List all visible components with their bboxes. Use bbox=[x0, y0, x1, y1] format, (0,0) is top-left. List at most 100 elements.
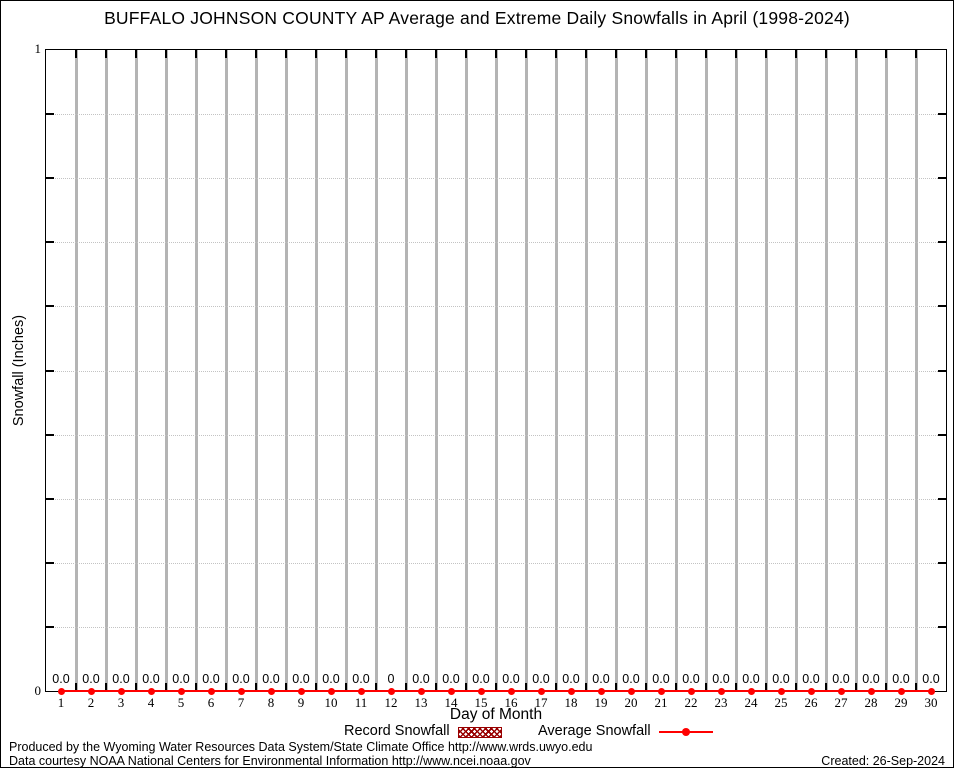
point-value-label: 0.0 bbox=[142, 672, 160, 686]
x-tick-label: 1 bbox=[57, 695, 65, 710]
x-tick-label: 23 bbox=[714, 695, 728, 710]
x-tick-label: 9 bbox=[297, 695, 305, 710]
data-point-marker bbox=[177, 688, 185, 695]
data-point-marker bbox=[237, 688, 245, 695]
horizontal-gridline bbox=[46, 242, 946, 244]
x-tick-bottom bbox=[705, 683, 707, 691]
horizontal-gridline bbox=[46, 114, 946, 116]
data-point-marker bbox=[627, 688, 635, 695]
footer-producer-credit: Produced by the Wyoming Water Resources … bbox=[9, 740, 593, 754]
x-tick-label: 19 bbox=[594, 695, 608, 710]
point-value-label-row: 0.0 0.0 0.0 0.0 0.0 0.0 0.0 0.0 0.0 0.0 0.0 0 0.0 0.0… bbox=[45, 672, 947, 687]
point-value-label: 0.0 bbox=[862, 672, 880, 686]
x-tick-label: 27 bbox=[834, 695, 848, 710]
x-tick-top bbox=[675, 50, 677, 58]
y-tick-right bbox=[938, 561, 946, 564]
data-point-marker bbox=[717, 688, 725, 695]
data-point-marker bbox=[597, 688, 605, 695]
x-tick-top bbox=[315, 50, 317, 58]
point-value-label: 0.0 bbox=[832, 672, 850, 686]
x-tick-top bbox=[855, 50, 857, 58]
x-tick-top bbox=[105, 50, 107, 58]
x-tick-label: 26 bbox=[804, 695, 818, 710]
point-value-label: 0.0 bbox=[442, 672, 460, 686]
x-tick-bottom bbox=[75, 683, 77, 691]
x-tick-bottom bbox=[285, 683, 287, 691]
y-tick-right bbox=[938, 497, 946, 500]
y-axis-title: Snowfall (Inches) bbox=[11, 314, 27, 427]
horizontal-gridline bbox=[46, 626, 946, 628]
data-point-marker bbox=[657, 688, 665, 695]
x-tick-top bbox=[345, 50, 347, 58]
x-tick-label: 6 bbox=[207, 695, 215, 710]
point-value-label: 0.0 bbox=[622, 672, 640, 686]
x-tick-top bbox=[585, 50, 587, 58]
horizontal-gridline bbox=[46, 562, 946, 564]
x-tick-label: 30 bbox=[924, 695, 938, 710]
x-tick-label: 18 bbox=[564, 695, 578, 710]
x-tick-bottom bbox=[465, 683, 467, 691]
point-value-label: 0.0 bbox=[52, 672, 70, 686]
point-value-label: 0.0 bbox=[562, 672, 580, 686]
data-point-marker bbox=[147, 688, 155, 695]
x-tick-bottom bbox=[225, 683, 227, 691]
x-tick-label: 25 bbox=[774, 695, 788, 710]
x-tick-top bbox=[135, 50, 137, 58]
x-tick-bottom bbox=[525, 683, 527, 691]
footer-data-credit: Data courtesy NOAA National Centers for … bbox=[9, 754, 531, 768]
y-tick-left bbox=[46, 497, 54, 500]
y-tick-right bbox=[938, 625, 946, 628]
x-tick-top bbox=[375, 50, 377, 58]
legend-average-snowfall-marker bbox=[682, 728, 690, 736]
x-tick-top bbox=[435, 50, 437, 58]
data-point-marker bbox=[447, 688, 455, 695]
horizontal-gridline bbox=[46, 306, 946, 308]
data-point-marker bbox=[117, 688, 125, 695]
data-point-marker bbox=[387, 688, 395, 695]
point-value-label: 0.0 bbox=[112, 672, 130, 686]
x-tick-label: 24 bbox=[744, 695, 758, 710]
point-value-label: 0.0 bbox=[472, 672, 490, 686]
x-tick-label: 3 bbox=[117, 695, 125, 710]
y-tick-right bbox=[938, 305, 946, 308]
data-point-marker bbox=[417, 688, 425, 695]
data-point-marker bbox=[837, 688, 845, 695]
x-tick-bottom bbox=[795, 683, 797, 691]
x-tick-label: 13 bbox=[414, 695, 428, 710]
x-tick-label: 5 bbox=[177, 695, 185, 710]
data-point-marker bbox=[87, 688, 95, 695]
point-value-label: 0.0 bbox=[262, 672, 280, 686]
x-tick-label: 2 bbox=[87, 695, 95, 710]
legend-record-snowfall-swatch bbox=[458, 727, 502, 738]
y-tick-right bbox=[938, 177, 946, 180]
y-tick-label-max: 1 bbox=[34, 41, 42, 56]
x-tick-top bbox=[255, 50, 257, 58]
x-tick-top bbox=[735, 50, 737, 58]
x-tick-bottom bbox=[735, 683, 737, 691]
x-tick-top bbox=[165, 50, 167, 58]
x-tick-bottom bbox=[675, 683, 677, 691]
x-tick-top bbox=[825, 50, 827, 58]
x-tick-label: 10 bbox=[324, 695, 338, 710]
x-tick-label: 20 bbox=[624, 695, 638, 710]
y-tick-left bbox=[46, 305, 54, 308]
point-value-label: 0.0 bbox=[322, 672, 340, 686]
point-value-label: 0.0 bbox=[292, 672, 310, 686]
data-point-marker bbox=[687, 688, 695, 695]
x-tick-bottom bbox=[615, 683, 617, 691]
x-tick-bottom bbox=[105, 683, 107, 691]
x-tick-top bbox=[885, 50, 887, 58]
y-tick-left bbox=[46, 433, 54, 436]
x-tick-bottom bbox=[555, 683, 557, 691]
chart-title: BUFFALO JOHNSON COUNTY AP Average and Ex… bbox=[104, 8, 850, 28]
x-tick-bottom bbox=[195, 683, 197, 691]
x-tick-bottom bbox=[825, 683, 827, 691]
y-tick-left bbox=[46, 113, 54, 116]
x-tick-bottom bbox=[255, 683, 257, 691]
x-tick-label: 17 bbox=[534, 695, 548, 710]
x-tick-top bbox=[525, 50, 527, 58]
y-tick-right bbox=[938, 433, 946, 436]
data-point-marker bbox=[297, 688, 305, 695]
y-tick-left bbox=[46, 561, 54, 564]
